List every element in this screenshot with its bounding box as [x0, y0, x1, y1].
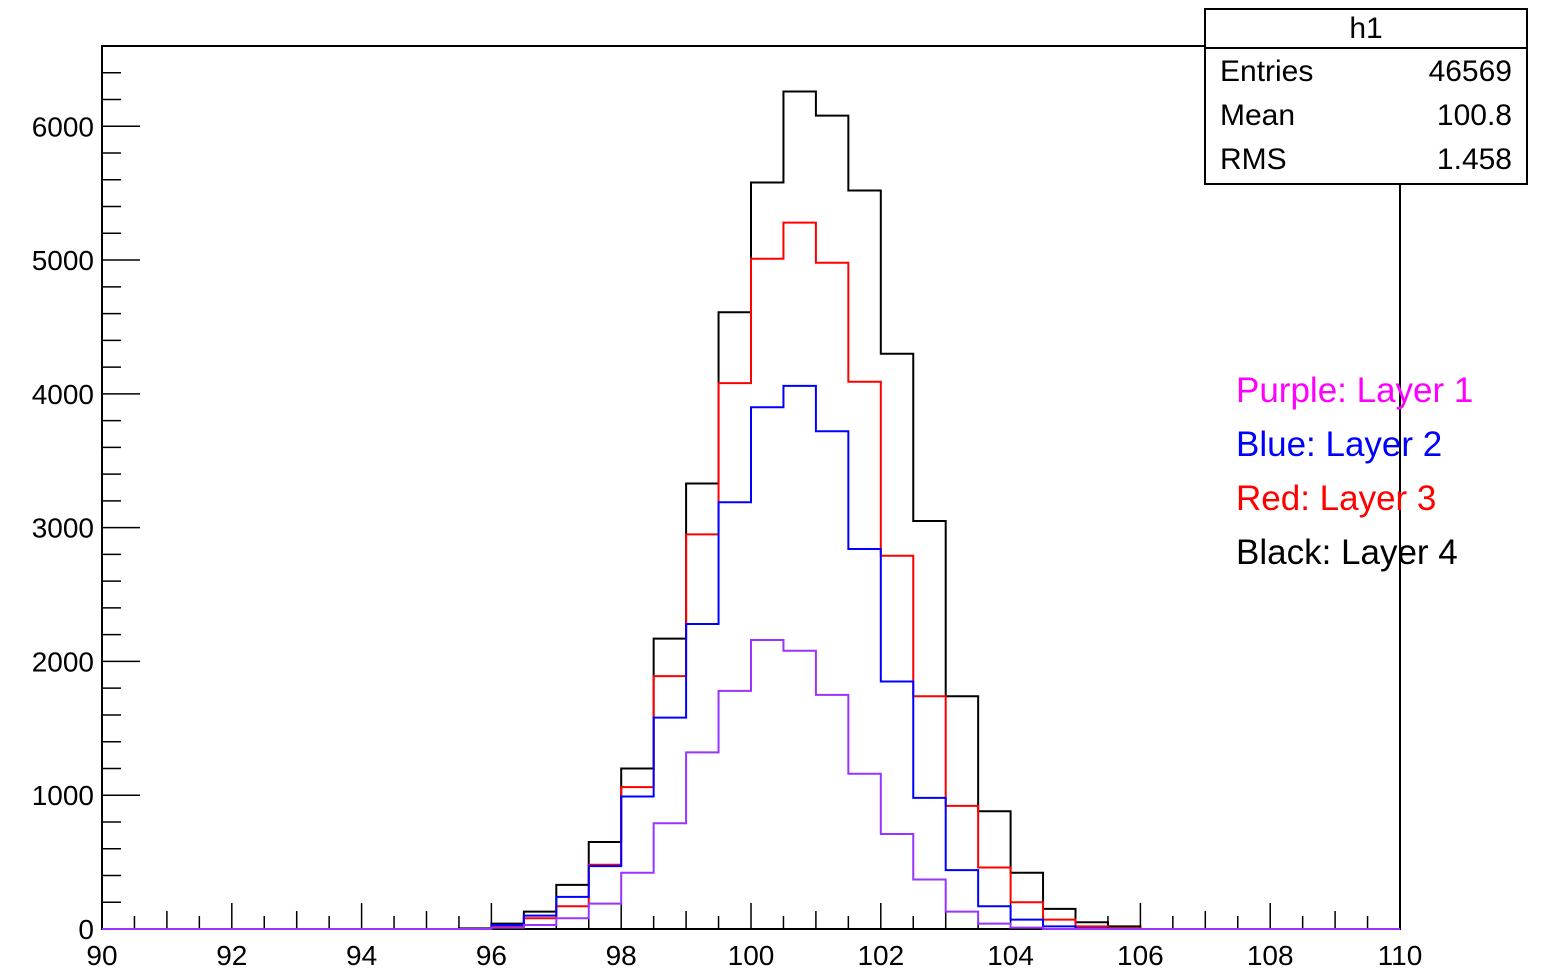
x-tick-label: 100	[728, 940, 775, 971]
stats-row-rms: RMS 1.458	[1206, 137, 1526, 181]
histogram-series	[102, 639, 1400, 930]
y-tick-label: 5000	[32, 245, 94, 276]
stats-box: h1 Entries 46569 Mean 100.8 RMS 1.458	[1204, 8, 1528, 185]
stats-value: 100.8	[1436, 99, 1512, 132]
stats-label: Mean	[1220, 99, 1296, 132]
x-tick-label: 98	[606, 940, 637, 971]
x-tick-label: 94	[346, 940, 377, 971]
histogram-series	[102, 221, 1400, 930]
x-tick-label: 110	[1378, 940, 1423, 971]
legend-text: Purple: Layer 1 Blue: Layer 2 Red: Layer…	[1236, 364, 1473, 580]
stats-label: RMS	[1220, 143, 1287, 176]
stats-label: Entries	[1220, 55, 1314, 88]
legend-item-layer-4: Black: Layer 4	[1236, 533, 1458, 572]
stats-value: 46569	[1428, 55, 1512, 88]
y-tick-label: 2000	[32, 646, 94, 677]
x-tick-label: 102	[857, 940, 904, 971]
y-tick-label: 0	[78, 914, 94, 945]
legend-item-layer-2: Blue: Layer 2	[1236, 425, 1443, 464]
y-tick-label: 6000	[32, 111, 94, 142]
x-tick-label: 104	[987, 940, 1034, 971]
legend-item-layer-1: Purple: Layer 1	[1236, 371, 1474, 410]
y-tick-label: 3000	[32, 513, 94, 544]
tick-labels: 90 92 94 96 98 100 102 104 106 108 110 0 1000 2000 300…	[32, 111, 1423, 971]
x-tick-label: 90	[86, 940, 117, 971]
stats-title: h1	[1206, 10, 1526, 49]
stats-row-mean: Mean 100.8	[1206, 93, 1526, 137]
series-layer	[102, 90, 1400, 930]
x-tick-label: 92	[216, 940, 247, 971]
y-tick-label: 1000	[32, 780, 94, 811]
x-tick-label: 106	[1117, 940, 1164, 971]
stats-row-entries: Entries 46569	[1206, 49, 1526, 93]
x-tick-label: 96	[476, 940, 507, 971]
y-tick-label: 4000	[32, 379, 94, 410]
axis-ticks	[101, 45, 1401, 930]
legend-item-layer-3: Red: Layer 3	[1236, 479, 1437, 518]
histogram-series	[102, 90, 1400, 930]
histogram-series	[102, 384, 1400, 930]
stats-value: 1.458	[1436, 143, 1512, 176]
x-tick-label: 108	[1247, 940, 1294, 971]
